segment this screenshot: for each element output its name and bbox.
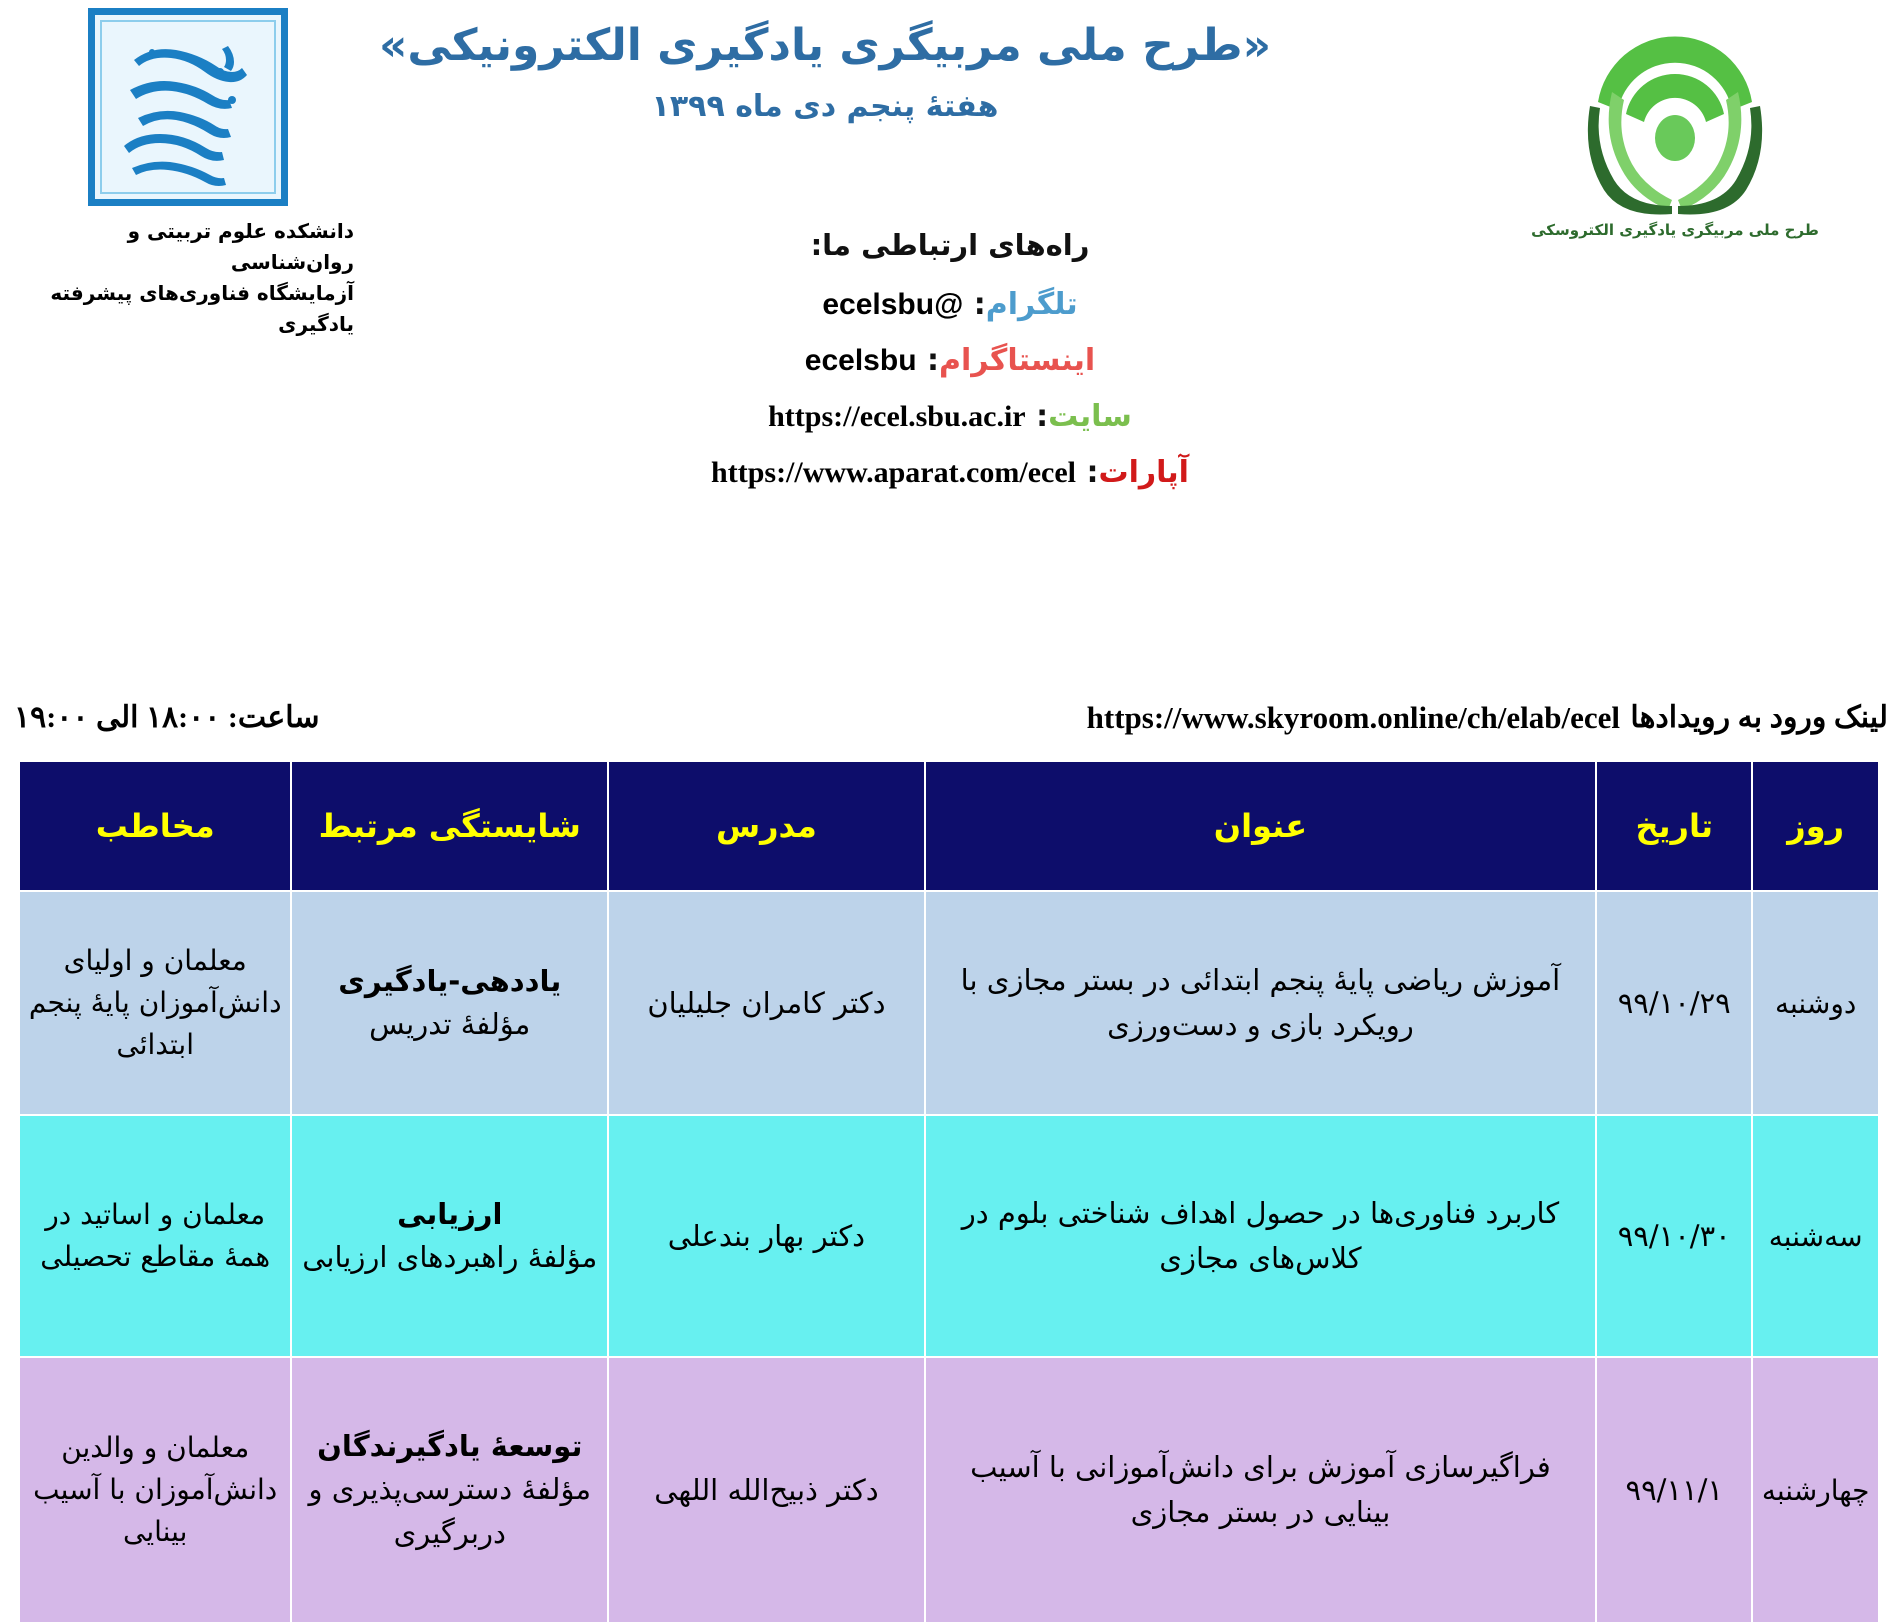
cell-teacher: دکتر بهار بندعلی [607, 1114, 926, 1358]
instagram-sep: : [926, 343, 939, 378]
telegram-handle[interactable]: @ecelsbu [822, 288, 964, 321]
aparat-sep: : [1086, 455, 1099, 490]
table-row: دوشنبه ۹۹/۱۰/۲۹ آموزش ریاضی پایهٔ پنجم ا… [17, 890, 1880, 1116]
cell-day: سه‌شنبه [1751, 1114, 1880, 1358]
aparat-url[interactable]: https://www.aparat.com/ecel [711, 456, 1076, 489]
sbu-logo-block: دانشکده علوم تربیتی و روان‌شناسی آزمایشگ… [18, 8, 358, 340]
ecel-hands-wifi-logo [1587, 36, 1763, 215]
contact-row-website: سایت: https://ecel.sbu.ac.ir [0, 402, 1900, 432]
page-subtitle: هفتهٔ پنجم دی ماه ۱۳۹۹ [651, 89, 999, 124]
column-header-audience: مخاطب [17, 760, 293, 892]
website-sep: : [1036, 399, 1049, 434]
table-row: چهارشنبه ۹۹/۱۱/۱ فراگیرسازی آموزش برای د… [17, 1356, 1880, 1624]
competency-sub: مؤلفهٔ دسترسی‌پذیری و دربرگیری [308, 1472, 591, 1550]
competency-main: یاددهی-یادگیری [338, 963, 562, 998]
cell-competency: توسعهٔ یادگیرندگان مؤلفهٔ دسترسی‌پذیری و… [290, 1356, 610, 1624]
poster-header: دانشکده علوم تربیتی و روان‌شناسی آزمایشگ… [0, 0, 1900, 336]
column-header-day: روز [1751, 760, 1880, 892]
cell-competency: ارزیابی مؤلفهٔ راهبردهای ارزیابی [290, 1114, 610, 1358]
column-header-teacher: مدرس [607, 760, 926, 892]
instagram-label: اینستاگرام [938, 343, 1096, 378]
contact-block: راه‌های ارتباطی ما: تلگرام: @ecelsbu این… [0, 228, 1900, 514]
skyroom-url[interactable]: https://www.skyroom.online/ch/elab/ecel [1086, 700, 1620, 735]
contact-row-aparat: آپارات: https://www.aparat.com/ecel [0, 458, 1900, 488]
cell-competency: یاددهی-یادگیری مؤلفهٔ تدریس [290, 890, 610, 1116]
ecel-logo-block: طرح ملی مربیگری یادگیری الکتروسکی [1510, 10, 1840, 239]
cell-audience: معلمان و اولیای دانش‌آموزان پایهٔ پنجم ا… [17, 890, 293, 1116]
cell-date: ۹۹/۱۰/۳۰ [1595, 1114, 1754, 1358]
aparat-label: آپارات [1098, 455, 1189, 490]
event-time: ساعت: ۱۸:۰۰ الی ۱۹:۰۰ [14, 701, 320, 734]
sbu-faculty-line: دانشکده علوم تربیتی و روان‌شناسی [127, 219, 354, 274]
sbu-lab-line: آزمایشگاه فناوری‌های پیشرفته یادگیری [50, 281, 354, 336]
website-url[interactable]: https://ecel.sbu.ac.ir [768, 400, 1026, 433]
column-header-competency: شایستگی مرتبط [290, 760, 610, 892]
ecel-caption: طرح ملی مربیگری یادگیری الکتروسکی [1531, 221, 1819, 239]
competency-main: ارزیابی [397, 1196, 503, 1231]
cell-title: کاربرد فناوری‌ها در حصول اهداف شناختی بل… [923, 1114, 1598, 1358]
cell-audience: معلمان و والدین دانش‌آموزان با آسیب بینا… [17, 1356, 293, 1624]
website-label: سایت [1048, 399, 1132, 434]
cell-audience: معلمان و اساتید در همهٔ مقاطع تحصیلی [17, 1114, 293, 1358]
competency-main: توسعهٔ یادگیرندگان [317, 1428, 583, 1463]
sbu-caption: دانشکده علوم تربیتی و روان‌شناسی آزمایشگ… [18, 216, 358, 340]
shahid-beheshti-university-logo [88, 8, 288, 206]
page-title: «طرح ملی مربیگری یادگیری الکترونیکی» [378, 20, 1272, 71]
telegram-label: تلگرام [985, 287, 1078, 322]
column-header-date: تاریخ [1595, 760, 1754, 892]
competency-sub: مؤلفهٔ راهبردهای ارزیابی [302, 1240, 598, 1274]
cell-date: ۹۹/۱۰/۲۹ [1595, 890, 1754, 1116]
cell-teacher: دکتر کامران جلیلیان [607, 890, 926, 1116]
telegram-sep: : [973, 287, 986, 322]
cell-title: آموزش ریاضی پایهٔ پنجم ابتدائی در بستر م… [923, 890, 1598, 1116]
contact-heading: راه‌های ارتباطی ما: [810, 228, 1090, 262]
title-block: «طرح ملی مربیگری یادگیری الکترونیکی» هفت… [360, 18, 1290, 124]
column-header-title: عنوان [923, 760, 1598, 892]
event-link-bar: لینک ورود به رویدادها https://www.skyroo… [0, 700, 1900, 746]
cell-day: چهارشنبه [1751, 1356, 1880, 1624]
event-link-label: لینک ورود به رویدادها [1630, 701, 1888, 734]
cell-title: فراگیرسازی آموزش برای دانش‌آموزانی با آس… [923, 1356, 1598, 1624]
competency-sub: مؤلفهٔ تدریس [369, 1007, 531, 1041]
instagram-handle[interactable]: ecelsbu [804, 344, 917, 377]
cell-day: دوشنبه [1751, 890, 1880, 1116]
contact-row-telegram: تلگرام: @ecelsbu [0, 290, 1900, 320]
table-row: سه‌شنبه ۹۹/۱۰/۳۰ کاربرد فناوری‌ها در حصو… [17, 1114, 1880, 1358]
schedule-table: روز تاریخ عنوان مدرس شایستگی مرتبط مخاطب… [17, 760, 1880, 1624]
table-header-row: روز تاریخ عنوان مدرس شایستگی مرتبط مخاطب [17, 760, 1880, 892]
cell-date: ۹۹/۱۱/۱ [1595, 1356, 1754, 1624]
contact-row-instagram: اینستاگرام: ecelsbu [0, 346, 1900, 376]
cell-teacher: دکتر ذبیح‌الله اللهی [607, 1356, 926, 1624]
